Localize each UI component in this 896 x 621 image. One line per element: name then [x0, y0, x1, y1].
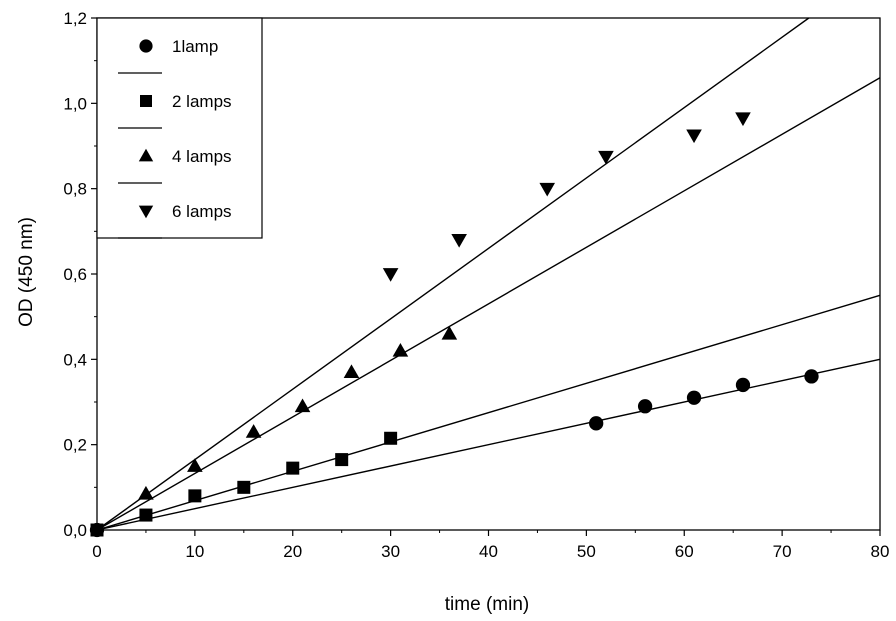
data-point [735, 377, 751, 393]
x-tick-label: 50 [577, 542, 596, 561]
data-point [735, 112, 751, 127]
legend-label: 4 lamps [172, 147, 232, 166]
data-point [90, 523, 104, 537]
data-point [686, 390, 702, 405]
y-axis-label: OD (450 nm) [16, 217, 37, 327]
legend-marker [138, 148, 154, 162]
data-point [686, 129, 702, 144]
legend-label: 6 lamps [172, 202, 232, 221]
data-point [237, 480, 251, 494]
fit-line [96, 294, 881, 531]
legend-marker [140, 95, 152, 107]
data-point [384, 431, 398, 445]
fit-line [96, 17, 810, 531]
data-point [343, 364, 360, 378]
data-point [637, 399, 653, 414]
x-tick-label: 80 [871, 542, 890, 561]
y-tick-label: 0,2 [63, 436, 87, 455]
data-point [382, 268, 399, 282]
y-tick-label: 1,2 [63, 9, 87, 28]
data-point [188, 489, 202, 503]
x-tick-label: 20 [283, 542, 302, 561]
data-point [139, 508, 153, 522]
data-point [187, 458, 203, 472]
x-tick-label: 30 [381, 542, 400, 561]
data-point [804, 369, 819, 384]
x-tick-label: 60 [675, 542, 694, 561]
axes: 0 10 20 30 40 50 60 70 80 0,0 0,2 0,4 0,6 0,8 1,0 1,2 [63, 9, 889, 561]
data-point [598, 150, 614, 165]
legend-label: 2 lamps [172, 92, 232, 111]
fit-line [96, 77, 881, 531]
data-point [589, 416, 604, 431]
y-tick-label: 0,8 [63, 180, 87, 199]
data-point [138, 485, 154, 500]
data-point [392, 343, 409, 357]
y-tick-label: 0,4 [63, 350, 87, 369]
data-points [89, 112, 819, 538]
x-tick-label: 0 [92, 542, 101, 561]
data-point [286, 461, 300, 475]
y-tick-label: 0,6 [63, 265, 87, 284]
data-point [451, 234, 467, 248]
legend-label: 1lamp [172, 37, 218, 56]
data-point [294, 398, 311, 413]
data-point [245, 424, 262, 438]
legend-marker [139, 39, 153, 53]
data-point [335, 453, 349, 467]
x-tick-label: 10 [185, 542, 204, 561]
legend-marker [138, 205, 154, 219]
legend: 1lamp 2 lamps 4 lamps 6 lamps [96, 17, 263, 239]
x-tick-label: 70 [773, 542, 792, 561]
data-point [539, 182, 556, 197]
y-tick-label: 1,0 [63, 94, 87, 113]
x-axis-label: time (min) [445, 594, 529, 615]
data-point [441, 325, 458, 340]
y-tick-label: 0,0 [63, 521, 87, 540]
x-tick-label: 40 [479, 542, 498, 561]
